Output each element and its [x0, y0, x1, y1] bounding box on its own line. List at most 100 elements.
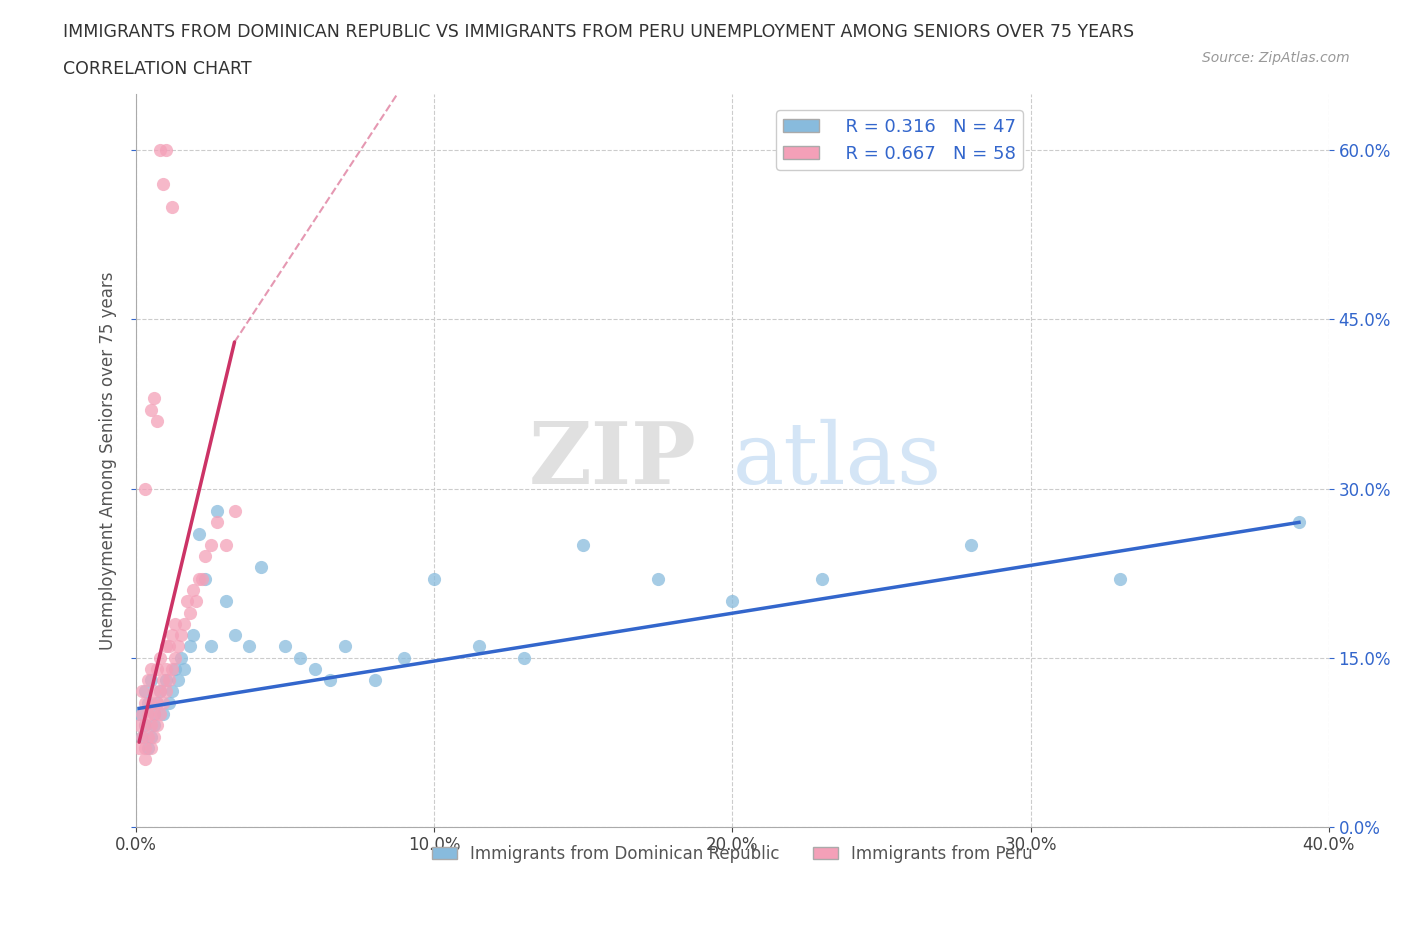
Point	[194, 549, 217, 564]
Point	[139, 672, 162, 687]
Point	[170, 628, 193, 643]
Point	[134, 740, 156, 755]
Point	[146, 696, 169, 711]
Text: Source: ZipAtlas.com: Source: ZipAtlas.com	[1202, 51, 1350, 65]
Point	[224, 504, 246, 519]
Point	[146, 718, 169, 733]
Point	[181, 628, 204, 643]
Point	[155, 684, 177, 698]
Point	[166, 672, 188, 687]
Point	[187, 571, 209, 586]
Text: ZIP: ZIP	[529, 418, 696, 502]
Point	[184, 594, 207, 609]
Point	[149, 707, 172, 722]
Point	[155, 672, 177, 687]
Point	[250, 560, 273, 575]
Point	[170, 650, 193, 665]
Point	[179, 639, 201, 654]
Point	[134, 751, 156, 766]
Point	[134, 718, 156, 733]
Y-axis label: Unemployment Among Seniors over 75 years: Unemployment Among Seniors over 75 years	[100, 272, 117, 650]
Point	[187, 526, 209, 541]
Point	[136, 672, 159, 687]
Point	[149, 650, 172, 665]
Point	[134, 684, 156, 698]
Point	[274, 639, 297, 654]
Point	[163, 617, 186, 631]
Point	[423, 571, 446, 586]
Point	[128, 707, 150, 722]
Point	[319, 672, 342, 687]
Point	[155, 143, 177, 158]
Point	[160, 661, 183, 676]
Point	[363, 672, 385, 687]
Point	[131, 707, 153, 722]
Point	[205, 515, 228, 530]
Point	[200, 538, 222, 552]
Point	[160, 199, 183, 214]
Point	[152, 177, 174, 192]
Point	[134, 718, 156, 733]
Point	[394, 650, 416, 665]
Point	[333, 639, 356, 654]
Point	[128, 740, 150, 755]
Point	[176, 594, 198, 609]
Point	[134, 481, 156, 496]
Point	[152, 696, 174, 711]
Point	[157, 672, 180, 687]
Point	[811, 571, 834, 586]
Text: IMMIGRANTS FROM DOMINICAN REPUBLIC VS IMMIGRANTS FROM PERU UNEMPLOYMENT AMONG SE: IMMIGRANTS FROM DOMINICAN REPUBLIC VS IM…	[63, 23, 1135, 41]
Point	[155, 661, 177, 676]
Point	[166, 639, 188, 654]
Point	[572, 538, 595, 552]
Point	[288, 650, 311, 665]
Point	[721, 594, 744, 609]
Point	[960, 538, 983, 552]
Point	[181, 582, 204, 597]
Point	[143, 391, 166, 405]
Point	[512, 650, 534, 665]
Point	[143, 707, 166, 722]
Point	[139, 696, 162, 711]
Point	[155, 639, 177, 654]
Text: CORRELATION CHART: CORRELATION CHART	[63, 60, 252, 78]
Point	[143, 718, 166, 733]
Point	[143, 684, 166, 698]
Point	[163, 661, 186, 676]
Point	[136, 707, 159, 722]
Point	[149, 684, 172, 698]
Point	[157, 696, 180, 711]
Point	[146, 414, 169, 429]
Point	[200, 639, 222, 654]
Point	[179, 605, 201, 620]
Point	[160, 628, 183, 643]
Point	[224, 628, 246, 643]
Point	[131, 729, 153, 744]
Point	[136, 729, 159, 744]
Point	[134, 696, 156, 711]
Point	[163, 650, 186, 665]
Point	[647, 571, 669, 586]
Point	[304, 661, 326, 676]
Point	[214, 594, 236, 609]
Point	[136, 740, 159, 755]
Point	[152, 707, 174, 722]
Point	[131, 729, 153, 744]
Point	[149, 143, 172, 158]
Point	[139, 661, 162, 676]
Point	[149, 684, 172, 698]
Point	[139, 718, 162, 733]
Point	[139, 740, 162, 755]
Point	[139, 729, 162, 744]
Point	[160, 684, 183, 698]
Point	[143, 707, 166, 722]
Point	[146, 661, 169, 676]
Point	[468, 639, 491, 654]
Point	[1288, 515, 1310, 530]
Text: atlas: atlas	[733, 418, 942, 502]
Point	[152, 672, 174, 687]
Point	[173, 617, 195, 631]
Point	[1109, 571, 1132, 586]
Point	[143, 729, 166, 744]
Point	[214, 538, 236, 552]
